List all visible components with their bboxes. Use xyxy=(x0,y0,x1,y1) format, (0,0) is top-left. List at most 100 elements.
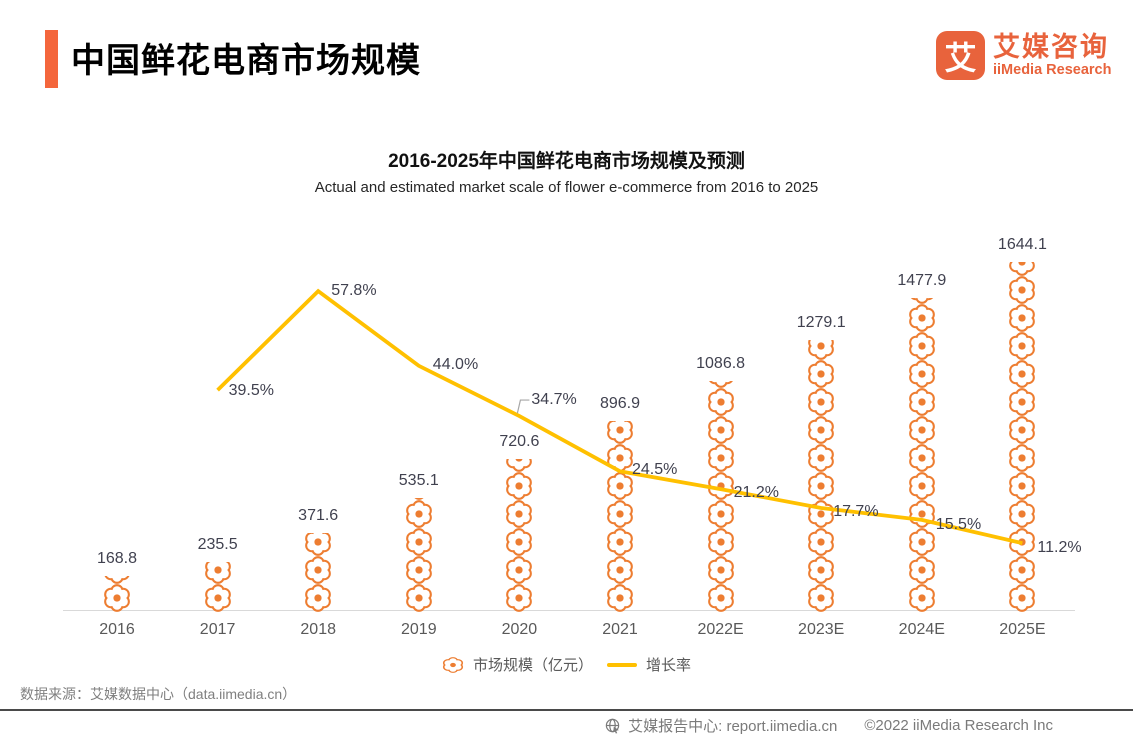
flower-icon xyxy=(1008,262,1036,276)
flower-icon xyxy=(807,444,835,472)
bar-value-label-2018: 371.6 xyxy=(298,507,339,524)
flower-icon xyxy=(908,500,936,528)
flower-icon xyxy=(807,528,835,556)
flower-icon xyxy=(908,360,936,388)
logo-mark-icon: 艾 xyxy=(936,31,985,80)
flower-icon xyxy=(807,360,835,388)
flower-icon xyxy=(807,584,835,612)
flower-icon xyxy=(304,556,332,584)
iimedia-logo: 艾 艾媒咨询 iiMedia Research xyxy=(936,31,1111,80)
flower-icon xyxy=(1008,332,1036,360)
logo-text: 艾媒咨询 iiMedia Research xyxy=(993,32,1112,78)
flower-icon xyxy=(606,421,634,444)
flower-icon xyxy=(204,584,232,612)
growth-point-label-2020: 34.7% xyxy=(531,391,577,409)
flower-icon xyxy=(908,304,936,332)
flower-icon xyxy=(807,416,835,444)
flower-icon xyxy=(807,388,835,416)
flower-icon xyxy=(1008,304,1036,332)
report-center-globe-icon xyxy=(605,718,620,734)
flower-icon xyxy=(1008,500,1036,528)
bar-value-label-2019: 535.1 xyxy=(398,472,439,489)
flower-icon xyxy=(707,500,735,528)
flower-icon xyxy=(505,459,533,472)
flower-icon xyxy=(505,472,533,500)
pictogram-bar-2019 xyxy=(405,498,433,612)
bottom-bar: 艾媒报告中心: report.iimedia.cn ©2022 iiMedia … xyxy=(0,715,1053,736)
bar-value-label-2016: 168.8 xyxy=(96,550,138,567)
x-axis-label-2023E: 2023E xyxy=(798,621,845,638)
bar-value-label-2024E: 1477.9 xyxy=(897,272,947,289)
flower-icon xyxy=(505,528,533,556)
flower-icon xyxy=(1008,584,1036,612)
flower-icon xyxy=(807,472,835,500)
title-accent-bar xyxy=(45,30,58,88)
flower-icon xyxy=(908,416,936,444)
legend-item-market: 市场规模（亿元） xyxy=(442,654,593,675)
flower-icon xyxy=(304,584,332,612)
flower-icon xyxy=(908,332,936,360)
flower-icon xyxy=(103,584,131,612)
flower-icon xyxy=(1008,276,1036,304)
flower-icon xyxy=(606,500,634,528)
legend-market-label: 市场规模（亿元） xyxy=(472,657,593,674)
legend-item-growth: 增长率 xyxy=(607,654,691,675)
pictogram-bar-2022E xyxy=(707,381,735,612)
flower-icon xyxy=(103,576,131,584)
flower-icon xyxy=(807,340,835,360)
flower-icon xyxy=(908,472,936,500)
flower-icon xyxy=(204,562,232,584)
bar-value-label-2020: 720.6 xyxy=(499,433,540,450)
growth-point-label-2019: 44.0% xyxy=(432,355,479,373)
footer-divider xyxy=(0,709,1133,711)
logo-name-en: iiMedia Research xyxy=(993,61,1112,78)
x-axis-label-2017: 2017 xyxy=(199,621,236,638)
flower-icon xyxy=(807,500,835,528)
x-axis-label-2020: 2020 xyxy=(501,621,538,638)
flower-icon xyxy=(405,528,433,556)
pictogram-bar-2025E xyxy=(1008,262,1036,612)
flower-icon xyxy=(405,500,433,528)
flower-icon xyxy=(1008,556,1036,584)
pictogram-bar-2024E xyxy=(908,298,936,612)
pictogram-bar-2016 xyxy=(103,576,131,612)
chart-legend: 市场规模（亿元） 增长率 xyxy=(0,654,1133,675)
flower-icon xyxy=(707,472,735,500)
copyright-text: ©2022 iiMedia Research Inc xyxy=(864,717,1053,734)
x-axis-label-2016: 2016 xyxy=(99,621,135,638)
growth-point-label-2018: 57.8% xyxy=(331,282,377,300)
chart-subtitle: Actual and estimated market scale of flo… xyxy=(314,179,819,196)
growth-point-label-2017: 39.5% xyxy=(228,382,274,400)
flower-icon xyxy=(1008,388,1036,416)
flower-icon xyxy=(606,444,634,472)
flower-icon xyxy=(908,556,936,584)
flower-icon xyxy=(807,556,835,584)
callout-leader-line xyxy=(516,399,530,414)
flower-icon xyxy=(707,388,735,416)
growth-point-label-2025E: 11.2% xyxy=(1037,539,1082,557)
flower-icon xyxy=(606,472,634,500)
report-center-text: 艾媒报告中心: report.iimedia.cn xyxy=(628,718,838,735)
bar-value-label-2025E: 1644.1 xyxy=(997,236,1047,253)
logo-name-cn: 艾媒咨询 xyxy=(993,32,1109,63)
pictogram-bar-2017 xyxy=(204,562,232,612)
flower-icon xyxy=(606,528,634,556)
flower-icon xyxy=(304,533,332,556)
flower-icon xyxy=(908,444,936,472)
flower-icon xyxy=(405,584,433,612)
x-axis-label-2025E: 2025E xyxy=(999,621,1046,638)
flower-icon xyxy=(707,556,735,584)
flower-icon xyxy=(606,584,634,612)
pictogram-bar-2021 xyxy=(606,421,634,612)
flower-icon xyxy=(505,500,533,528)
bar-value-label-2023E: 1279.1 xyxy=(796,314,846,331)
bar-value-label-2021: 896.9 xyxy=(599,395,641,412)
flower-icon xyxy=(707,381,735,388)
x-axis-label-2021: 2021 xyxy=(602,621,638,638)
growth-point-label-2024E: 15.5% xyxy=(935,515,982,533)
flower-icon xyxy=(505,556,533,584)
growth-point-label-2023E: 17.7% xyxy=(833,503,879,521)
pictogram-bar-2018 xyxy=(304,533,332,612)
